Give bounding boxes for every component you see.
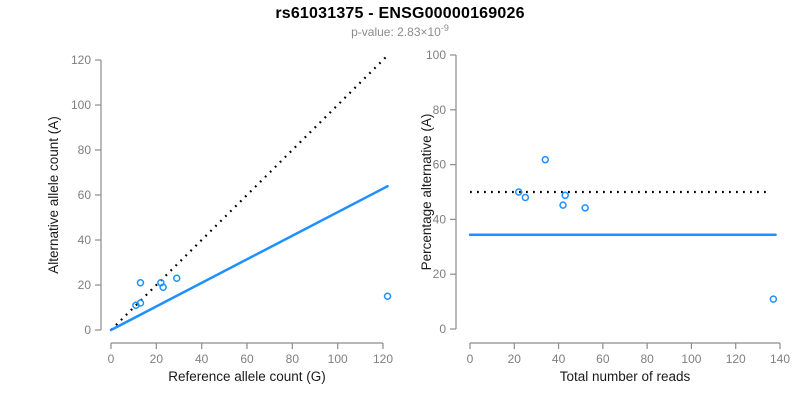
fit-line: [109, 184, 389, 332]
x-tick-label: 140: [770, 352, 790, 366]
x-tick-label: 100: [681, 352, 701, 366]
data-point: [541, 155, 550, 164]
x-tick-label: 80: [286, 352, 300, 366]
y-tick-label: 20: [78, 278, 92, 292]
x-tick-label: 40: [552, 352, 566, 366]
y-axis-title: Percentage alternative (A): [419, 114, 434, 271]
identity-line: [110, 54, 389, 331]
data-point: [159, 283, 167, 291]
x-tick-label: 120: [373, 352, 393, 366]
x-axis-title: Total number of reads: [560, 369, 691, 384]
data-point: [581, 204, 589, 212]
x-tick-label: 0: [467, 352, 474, 366]
x-tick-label: 60: [240, 352, 254, 366]
plot-title: rs61031375 - ENSG00000169026: [275, 5, 525, 22]
data-point: [769, 295, 778, 303]
data-point: [136, 279, 145, 287]
y-tick-label: 0: [84, 323, 91, 337]
x-tick-label: 20: [150, 352, 164, 366]
pvalue-text: p-value: 2.83×10: [351, 25, 441, 39]
plot-subtitle: p-value: 2.83×10-9: [0, 23, 800, 39]
data-point: [514, 188, 523, 196]
x-tick-label: 20: [508, 352, 522, 366]
y-tick-label: 80: [433, 103, 447, 117]
pvalue-exponent: -9: [440, 23, 449, 33]
y-tick-label: 120: [71, 53, 91, 67]
y-tick-label: 0: [439, 322, 446, 336]
x-tick-label: 120: [726, 352, 746, 366]
data-point: [136, 299, 145, 307]
x-tick-label: 40: [195, 352, 209, 366]
data-point: [559, 201, 567, 209]
y-tick-label: 20: [433, 267, 447, 281]
y-tick-label: 40: [433, 212, 447, 226]
x-tick-label: 60: [596, 352, 610, 366]
x-tick-label: 0: [108, 352, 115, 366]
x-tick-label: 100: [328, 352, 348, 366]
data-point: [383, 292, 392, 300]
data-point: [561, 191, 569, 200]
y-tick-label: 100: [71, 98, 91, 112]
y-tick-label: 100: [426, 48, 446, 62]
x-tick-label: 80: [640, 352, 654, 366]
y-tick-label: 40: [78, 233, 92, 247]
y-tick-label: 60: [433, 158, 447, 172]
data-point: [172, 274, 181, 282]
x-axis-title: Reference allele count (G): [168, 369, 326, 384]
y-axis-title: Alternative allele count (A): [46, 116, 61, 274]
data-point: [521, 193, 530, 202]
y-tick-label: 80: [78, 143, 92, 157]
y-tick-label: 60: [78, 188, 92, 202]
